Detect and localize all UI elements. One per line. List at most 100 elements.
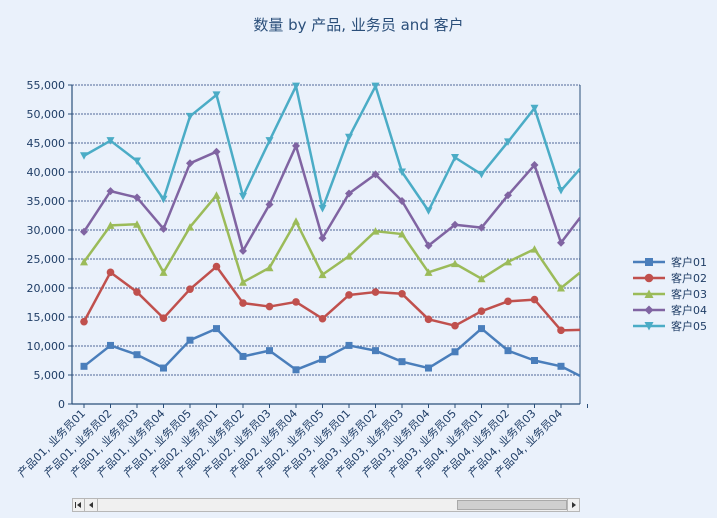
- data-point: [106, 137, 115, 145]
- data-point: [106, 187, 115, 196]
- data-point: [504, 297, 512, 306]
- arrow-left-icon: [89, 502, 93, 508]
- data-point: [372, 347, 379, 355]
- series-line: [82, 193, 580, 290]
- data-point: [133, 193, 141, 202]
- series-line: [82, 144, 580, 253]
- data-point: [133, 351, 141, 359]
- data-point: [371, 170, 380, 179]
- data-point: [265, 302, 274, 311]
- data-point: [398, 358, 406, 366]
- y-tick-label: 15,000: [27, 311, 66, 324]
- data-point: [477, 170, 486, 179]
- series-4: [80, 141, 592, 255]
- series-1: [80, 325, 580, 378]
- data-point: [133, 220, 141, 228]
- y-tick-label: 40,000: [27, 166, 66, 179]
- data-point: [159, 195, 168, 204]
- data-point: [292, 217, 300, 225]
- data-point: [239, 352, 247, 360]
- data-point: [584, 204, 592, 212]
- series-lines: [80, 82, 592, 378]
- data-point: [477, 223, 486, 232]
- y-tick-label: 55,000: [27, 79, 66, 92]
- data-point: [645, 258, 653, 266]
- data-point: [345, 189, 353, 198]
- data-point: [584, 263, 592, 271]
- data-point: [425, 364, 432, 372]
- data-point: [239, 192, 247, 201]
- data-point: [504, 347, 512, 355]
- data-point: [186, 223, 194, 231]
- data-point: [265, 137, 274, 145]
- legend-entry: 客户04: [633, 303, 707, 317]
- data-point: [80, 317, 88, 326]
- data-point: [644, 273, 654, 283]
- arrow-right-icon: [572, 502, 576, 508]
- data-point: [212, 91, 221, 99]
- data-point: [644, 322, 654, 331]
- data-point: [212, 262, 221, 271]
- data-point: [318, 314, 327, 323]
- data-point: [345, 133, 353, 142]
- data-point: [371, 288, 380, 296]
- data-point: [424, 241, 433, 250]
- data-point: [557, 326, 565, 335]
- data-point: [239, 246, 247, 255]
- series-line: [83, 84, 580, 213]
- legend: 客户01 客户02 客户03 客户04 客户05: [633, 255, 707, 333]
- data-point: [478, 325, 485, 333]
- scroll-to-start-button[interactable]: [73, 499, 85, 511]
- y-tick-label: 20,000: [27, 282, 66, 295]
- data-point: [159, 314, 168, 322]
- data-point: [451, 154, 459, 162]
- data-point: [186, 336, 194, 344]
- data-point: [186, 159, 194, 168]
- data-point: [292, 141, 300, 150]
- data-point: [80, 257, 88, 266]
- data-point: [504, 191, 512, 200]
- data-point: [186, 112, 194, 121]
- data-point: [424, 268, 433, 276]
- data-point: [530, 104, 539, 113]
- series-line: [83, 327, 580, 378]
- scroll-right-button[interactable]: [567, 499, 579, 511]
- legend-entry: 客户01: [633, 255, 707, 269]
- legend-entry: 客户05: [633, 319, 707, 333]
- data-point: [80, 362, 88, 370]
- series-3: [80, 191, 592, 292]
- scroll-start-bar-icon: [75, 502, 76, 508]
- data-point: [212, 191, 221, 199]
- data-point: [159, 224, 168, 233]
- data-point: [345, 341, 353, 349]
- y-tick-label: 30,000: [27, 224, 66, 237]
- data-point: [451, 259, 459, 268]
- data-point: [292, 82, 300, 91]
- horizontal-scrollbar[interactable]: [72, 498, 580, 512]
- data-point: [239, 299, 247, 307]
- data-point: [531, 357, 538, 364]
- data-point: [451, 220, 459, 229]
- data-point: [133, 288, 141, 296]
- y-tick-label: 10,000: [27, 340, 66, 353]
- data-point: [424, 207, 433, 215]
- data-point: [265, 200, 274, 209]
- scroll-thumb[interactable]: [457, 500, 567, 510]
- data-point: [318, 234, 327, 243]
- data-point: [106, 268, 115, 277]
- data-point: [239, 278, 247, 286]
- scroll-left-button[interactable]: [86, 499, 98, 511]
- data-point: [557, 284, 565, 292]
- data-point: [644, 305, 654, 315]
- data-point: [557, 238, 565, 247]
- data-point: [106, 221, 115, 229]
- data-point: [504, 257, 512, 266]
- data-point: [265, 263, 274, 272]
- legend-label: 客户02: [671, 271, 707, 285]
- data-point: [292, 298, 300, 306]
- data-point: [318, 270, 327, 279]
- data-point: [80, 152, 88, 160]
- y-tick-label: 25,000: [27, 253, 66, 266]
- data-point: [504, 138, 512, 146]
